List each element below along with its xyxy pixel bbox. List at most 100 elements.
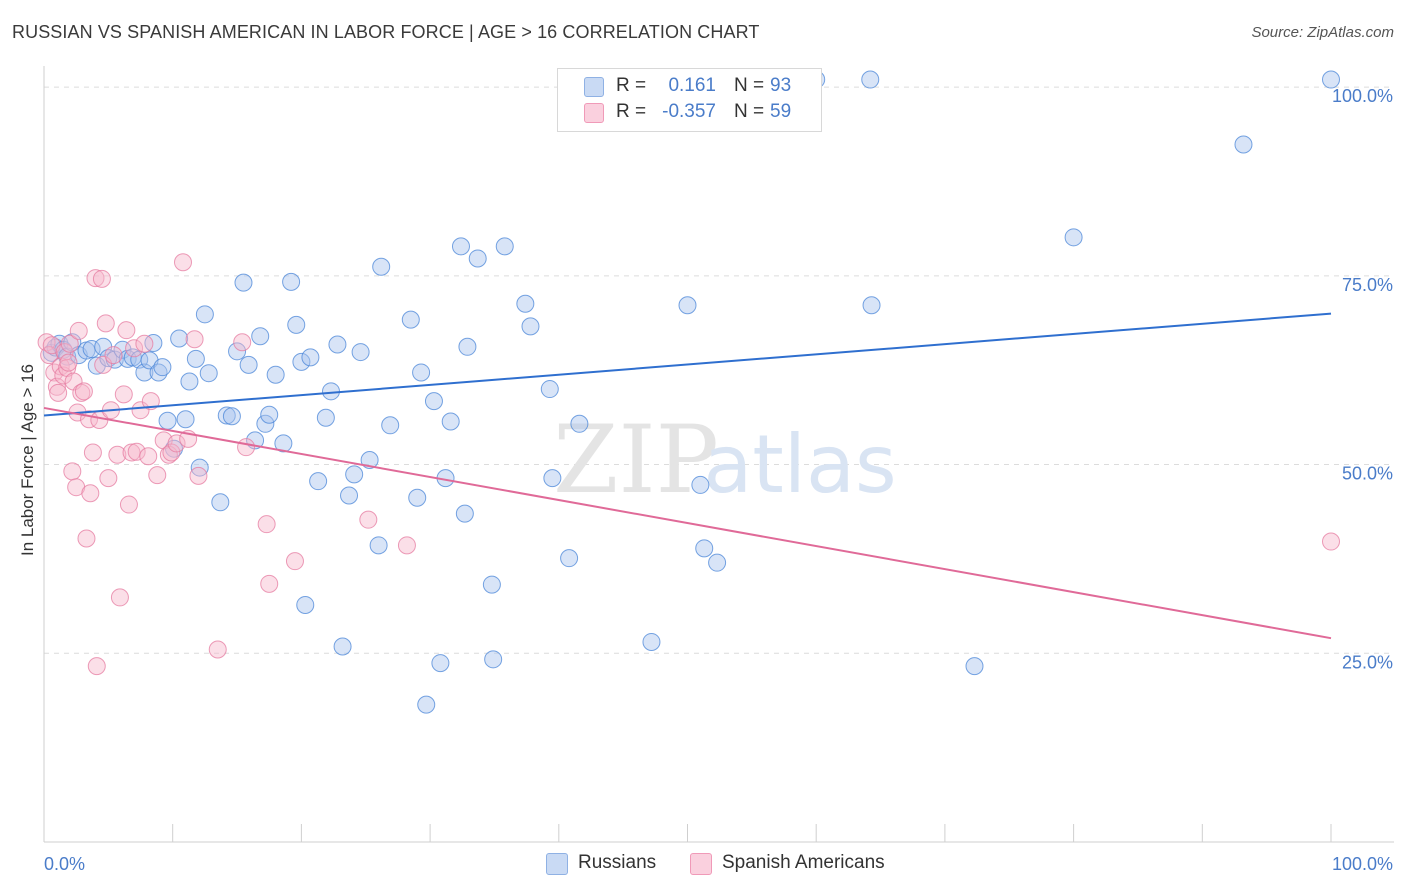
russians-point-54 [345, 465, 364, 484]
legend-swatch-russians [546, 853, 568, 875]
russians-point-81 [642, 632, 661, 651]
russians-point-84 [695, 539, 714, 558]
spanish-americans-point-38 [125, 339, 144, 358]
legend-swatch-russians [584, 77, 604, 97]
russians-point-38 [251, 327, 270, 346]
russians-point-25 [176, 410, 195, 429]
spanish-americans-point-18 [74, 382, 93, 401]
russians-point-57 [369, 536, 388, 555]
legend-r-label: R = [616, 101, 647, 122]
spanish-americans-point-55 [237, 438, 256, 457]
spanish-americans-point-58 [285, 552, 304, 571]
russians-point-71 [468, 249, 487, 268]
spanish-americans-point-42 [139, 447, 158, 466]
russians-point-61 [408, 488, 427, 507]
russians-point-74 [495, 237, 514, 256]
series-spanish-americans-points [37, 253, 1340, 676]
spanish-americans-point-35 [117, 321, 136, 340]
spanish-americans-point-54 [233, 333, 252, 352]
russians-point-83 [691, 475, 710, 494]
russians-point-51 [328, 335, 347, 354]
russians-point-77 [540, 380, 559, 399]
legend-row-spanish-americans: R = -0.357 N = 59 [558, 101, 821, 127]
spanish-americans-point-53 [208, 640, 227, 659]
russians-point-59 [381, 416, 400, 435]
legend-n-value: 93 [770, 75, 792, 96]
y-tick-label-3: 100.0% [1332, 86, 1393, 106]
russians-point-89 [965, 657, 984, 676]
spanish-americans-point-51 [185, 330, 204, 349]
legend-label-russians: Russians [578, 852, 657, 873]
series-russians-points [42, 70, 1340, 714]
russians-point-73 [484, 650, 503, 669]
russians-point-70 [458, 337, 477, 356]
russians-point-78 [543, 469, 562, 488]
spanish-americans-point-21 [81, 484, 100, 503]
russians-point-34 [228, 342, 247, 361]
gridlines [44, 86, 1394, 654]
spanish-americans-point-34 [114, 385, 133, 404]
russians-point-82 [678, 296, 697, 315]
legend-r-label: R = [616, 75, 647, 96]
russians-point-62 [412, 363, 431, 382]
russians-point-53 [340, 486, 359, 505]
spanish-americans-point-24 [87, 657, 106, 676]
x-tick-label-0: 0.0% [44, 854, 85, 874]
spanish-americans-point-36 [119, 495, 138, 514]
russians-point-39 [256, 414, 275, 433]
spanish-americans-point-33 [110, 588, 129, 607]
source-credit: Source: ZipAtlas.com [1251, 24, 1394, 41]
russians-point-79 [560, 549, 579, 568]
legend-n-label: N = [734, 101, 765, 122]
russians-point-80 [570, 414, 589, 433]
russians-point-21 [153, 358, 172, 377]
spanish-americans-point-12 [63, 462, 82, 481]
spanish-americans-point-57 [260, 574, 279, 593]
spanish-americans-point-48 [167, 434, 186, 453]
russians-point-19 [144, 334, 163, 353]
y-axis-label: In Labor Force | Age > 16 [18, 363, 37, 557]
spanish-americans-point-47 [162, 443, 181, 462]
russians-point-52 [333, 637, 352, 656]
russians-point-32 [217, 406, 236, 425]
russians-point-47 [301, 348, 320, 367]
russians-point-60 [401, 310, 420, 329]
legend-row-russians: R = 0.161 N = 93 [558, 75, 821, 101]
russians-point-87 [861, 70, 880, 89]
russians-point-33 [222, 407, 241, 426]
watermark: ZIP atlas [553, 406, 897, 515]
russians-point-92 [1322, 70, 1340, 89]
legend-n-value: 59 [770, 101, 792, 122]
legend-label-spanish-americans: Spanish Americans [722, 852, 885, 873]
russians-point-26 [180, 372, 199, 391]
spanish-americans-point-37 [122, 443, 141, 462]
series-legend: Russians Spanish Americans [0, 852, 1406, 878]
russians-point-27 [186, 349, 205, 368]
watermark-atlas: atlas [703, 418, 896, 511]
spanish-americans-point-5 [49, 383, 68, 402]
russians-point-46 [296, 595, 315, 614]
legend-r-value: 0.161 [668, 75, 716, 96]
russians-point-58 [372, 257, 391, 276]
x-tick-label-1: 100.0% [1332, 854, 1393, 874]
russians-point-29 [195, 305, 214, 324]
spanish-americans-point-43 [141, 392, 160, 411]
russians-point-56 [360, 451, 379, 470]
russians-point-17 [135, 363, 154, 382]
legend-swatch-spanish-americans [690, 853, 712, 875]
russians-point-68 [451, 237, 470, 256]
russians-point-41 [266, 365, 285, 384]
legend-r-value: -0.357 [662, 101, 716, 122]
russians-point-64 [424, 392, 443, 411]
spanish-americans-point-59 [359, 510, 378, 529]
russians-point-69 [455, 504, 474, 523]
russians-point-65 [431, 654, 450, 673]
spanish-americans-point-16 [69, 321, 88, 340]
spanish-americans-point-44 [148, 466, 167, 485]
russians-point-13 [113, 340, 132, 359]
legend-n-label: N = [734, 75, 765, 96]
russians-point-55 [351, 343, 370, 362]
russians-point-75 [516, 294, 535, 313]
russians-point-72 [482, 575, 501, 594]
